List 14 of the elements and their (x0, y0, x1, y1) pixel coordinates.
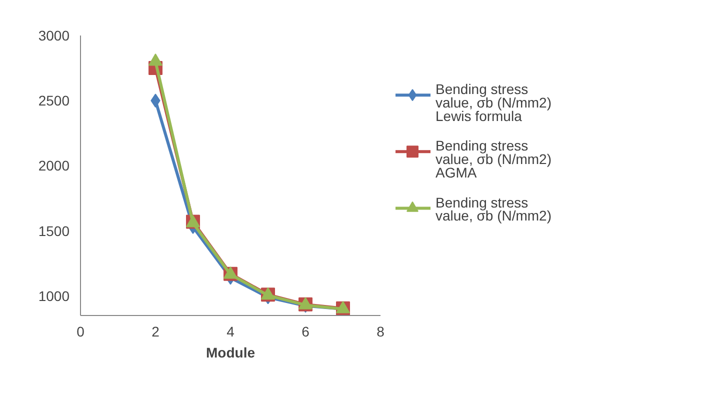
x-tick-label: 6 (302, 324, 310, 340)
legend-label: Bending stress value, σb (N/mm2) (436, 194, 552, 224)
y-tick-label: 1500 (38, 222, 70, 239)
x-tick-label: 2 (152, 324, 160, 340)
y-tick-label: 2500 (38, 92, 70, 109)
legend-label: Bending stress value, σb (N/mm2) AGMA (436, 138, 552, 181)
x-tick-label: 8 (376, 324, 385, 340)
legend-label: Bending stress value, σb (N/mm2) Lewis formula (436, 81, 552, 124)
y-tick-label: 2000 (38, 158, 70, 174)
y-tick-label: 3000 (38, 28, 70, 44)
y-tick-label: 1000 (38, 288, 70, 304)
x-axis-title: Module (206, 344, 256, 360)
x-tick-label: 0 (76, 324, 85, 340)
x-tick-label: 4 (226, 324, 235, 340)
